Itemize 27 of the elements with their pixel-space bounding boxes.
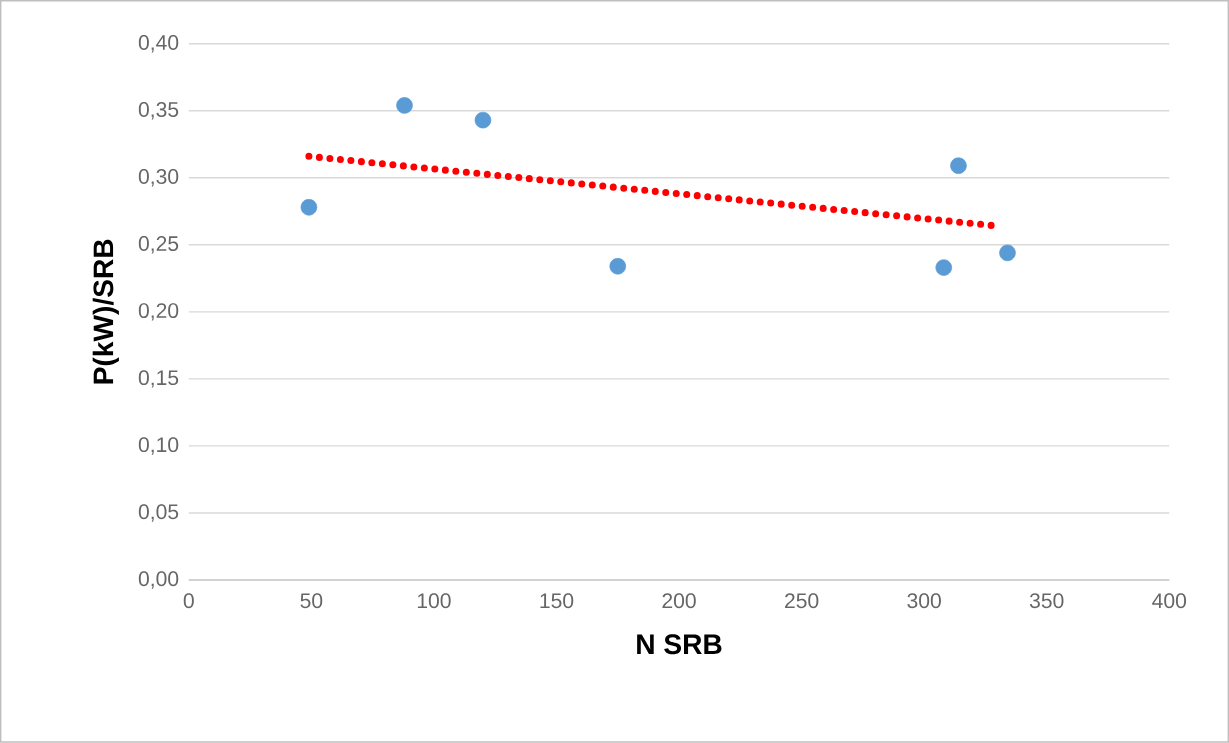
point xyxy=(396,97,413,114)
y-tick-label: 0,35 xyxy=(138,102,179,120)
x-tick-label: 250 xyxy=(785,593,819,609)
x-tick-label: 0 xyxy=(183,593,194,609)
y-tick-label: 0,15 xyxy=(138,370,179,388)
y-tick-label: 0,30 xyxy=(138,169,179,187)
y-tick-label: 0,10 xyxy=(138,437,179,455)
y-tick-label: 0,05 xyxy=(138,504,179,522)
x-tick-label: 150 xyxy=(540,593,574,609)
x-tick-label: 50 xyxy=(300,593,323,609)
y-axis-title: P(kW)/SRB xyxy=(92,239,119,384)
x-tick-label: 400 xyxy=(1152,593,1187,609)
x-tick-label: 300 xyxy=(907,593,941,609)
y-tick-label: 0,20 xyxy=(138,303,179,321)
y-tick-label: 0,40 xyxy=(138,35,179,53)
point xyxy=(935,259,953,276)
x-tick-label: 200 xyxy=(662,593,696,609)
point xyxy=(474,112,492,129)
y-tick-label: 0,25 xyxy=(138,236,179,254)
y-tick-label: 0,00 xyxy=(138,571,179,589)
point xyxy=(609,258,627,275)
x-tick-label: 100 xyxy=(417,593,451,609)
point xyxy=(999,244,1016,262)
x-tick-label: 350 xyxy=(1029,593,1064,609)
x-axis-title: N SRB xyxy=(637,634,722,655)
point xyxy=(950,157,967,175)
point xyxy=(300,199,318,216)
